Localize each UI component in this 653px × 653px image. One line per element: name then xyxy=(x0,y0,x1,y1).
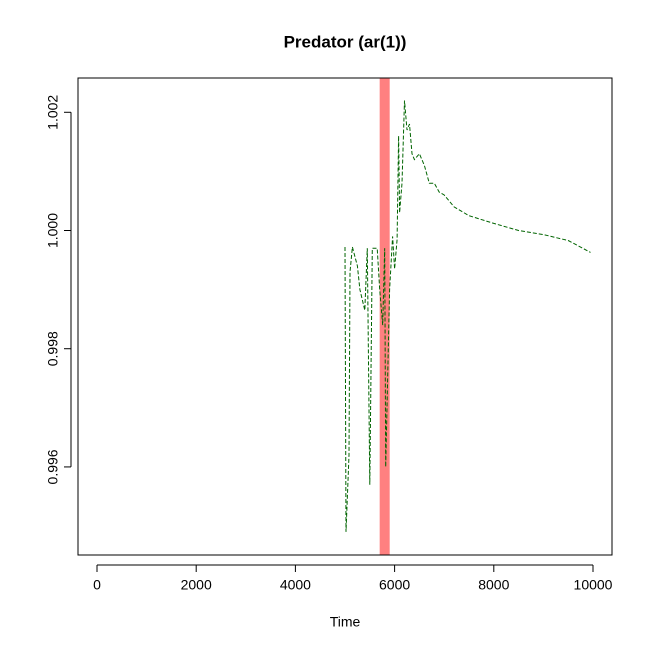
chart-title: Predator (ar(1)) xyxy=(284,32,407,51)
y-tick-label: 1.000 xyxy=(45,213,61,248)
x-tick-label: 0 xyxy=(93,577,101,593)
x-tick-label: 2000 xyxy=(181,577,212,593)
highlight-band xyxy=(379,78,390,555)
x-tick-label: 8000 xyxy=(478,577,509,593)
y-tick-label: 1.002 xyxy=(45,95,61,130)
x-tick-label: 6000 xyxy=(379,577,410,593)
y-tick-label: 0.998 xyxy=(45,331,61,366)
data-line xyxy=(344,100,591,532)
x-tick-label: 4000 xyxy=(280,577,311,593)
x-tick-label: 10000 xyxy=(574,577,613,593)
y-tick-label: 0.996 xyxy=(45,449,61,484)
x-axis-label: Time xyxy=(330,614,361,630)
plot-frame xyxy=(77,77,613,556)
